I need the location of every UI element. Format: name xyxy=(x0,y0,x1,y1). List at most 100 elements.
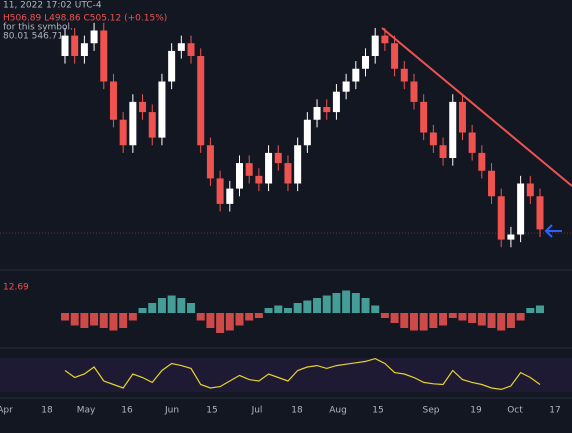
candle-body xyxy=(206,145,214,179)
histogram-bar xyxy=(274,305,283,313)
candle-body xyxy=(536,196,544,230)
candle-body xyxy=(245,163,253,176)
histogram-bar xyxy=(293,303,302,313)
macd-label: 12.69 xyxy=(3,283,29,293)
candle-body xyxy=(274,152,282,164)
candle-body xyxy=(197,56,205,146)
candle-body xyxy=(468,132,476,153)
candle-body xyxy=(177,43,185,51)
candle-body xyxy=(129,101,137,146)
histogram-bar xyxy=(216,313,225,333)
candle-body xyxy=(148,112,156,138)
histogram-bar xyxy=(448,313,457,318)
x-tick-label: May xyxy=(77,406,96,416)
histogram-bar xyxy=(109,313,118,331)
x-tick-label: 16 xyxy=(121,406,133,416)
candle-body xyxy=(235,163,243,189)
histogram-bar xyxy=(322,295,331,313)
rsi-line xyxy=(64,357,541,391)
histogram-bar xyxy=(351,293,360,313)
histogram-bar xyxy=(70,313,79,326)
candle-body xyxy=(187,43,195,56)
candle-body xyxy=(362,56,370,69)
histogram-bar xyxy=(506,313,515,328)
candle-body xyxy=(284,163,292,184)
candle-body xyxy=(429,132,437,146)
histogram-bar xyxy=(157,298,166,313)
header-note: for this symbol. xyxy=(3,23,73,33)
histogram-bar xyxy=(264,308,273,313)
candle-body xyxy=(216,178,224,204)
candle-body xyxy=(71,35,79,56)
header-values: 80.01 546.71 xyxy=(3,32,63,42)
candle-body xyxy=(420,101,428,133)
histogram-bar xyxy=(439,313,448,326)
candle-body xyxy=(332,91,340,113)
histogram-bar xyxy=(119,313,128,328)
candle-body xyxy=(90,30,98,44)
trend-line xyxy=(381,27,572,187)
candle-body xyxy=(323,107,331,113)
histogram-bar xyxy=(167,295,176,313)
candle-body xyxy=(265,152,273,184)
histogram-bar xyxy=(516,313,525,321)
histogram-bar xyxy=(487,313,496,328)
candle-body xyxy=(517,183,525,235)
histogram-bar xyxy=(526,308,535,313)
x-tick-label: 18 xyxy=(291,406,303,416)
histogram-bar xyxy=(254,313,263,318)
rsi-band xyxy=(0,358,572,392)
header-date: 11, 2022 17:02 UTC-4 xyxy=(3,1,102,11)
histogram-bar xyxy=(283,308,292,313)
histogram-bar xyxy=(90,313,99,326)
histogram-bar xyxy=(138,308,147,313)
candle-body xyxy=(478,152,486,171)
x-tick-label: 19 xyxy=(470,406,482,416)
histogram-bar xyxy=(400,313,409,328)
x-tick-label: Jul xyxy=(251,406,263,416)
candle-body xyxy=(313,107,321,120)
candle-body xyxy=(61,35,69,56)
histogram-bar xyxy=(313,298,322,313)
candle-body xyxy=(458,101,466,133)
histogram-bar xyxy=(536,305,544,313)
histogram-bar xyxy=(468,313,477,323)
x-tick-label: 15 xyxy=(206,406,217,416)
candle-body xyxy=(303,119,311,146)
histogram-bar xyxy=(148,303,157,313)
candle-body xyxy=(391,43,399,69)
histogram-bar xyxy=(342,290,351,313)
candle-body xyxy=(371,35,379,56)
histogram-bar xyxy=(303,300,312,313)
candle-body xyxy=(381,35,389,44)
histogram-bar xyxy=(196,313,205,321)
candle-body xyxy=(526,183,534,197)
histogram-bar xyxy=(380,313,389,318)
histogram-bar xyxy=(477,313,486,326)
histogram-bar xyxy=(187,303,196,313)
histogram-bar xyxy=(458,313,467,321)
histogram-bar xyxy=(429,313,438,328)
histogram-bar xyxy=(409,313,418,331)
x-tick-label: Sep xyxy=(423,406,440,416)
histogram-bar xyxy=(225,313,234,331)
candle-body xyxy=(488,170,496,197)
candle-body xyxy=(109,81,117,120)
x-tick-label: Jun xyxy=(164,406,179,416)
x-tick-label: Oct xyxy=(507,406,523,416)
histogram-bar xyxy=(80,313,89,328)
histogram-bar xyxy=(128,313,137,321)
histogram-bar xyxy=(361,298,370,313)
candle-body xyxy=(342,81,350,92)
x-tick-label: 15 xyxy=(372,406,383,416)
histogram-bar xyxy=(206,313,215,328)
histogram-bar xyxy=(235,313,244,326)
marks xyxy=(61,22,544,391)
arrow xyxy=(544,224,562,238)
histogram-bar xyxy=(419,313,428,331)
candle-body xyxy=(439,145,447,158)
candle-body xyxy=(507,234,515,240)
candle-body xyxy=(255,175,263,184)
histogram-bar xyxy=(371,305,380,313)
